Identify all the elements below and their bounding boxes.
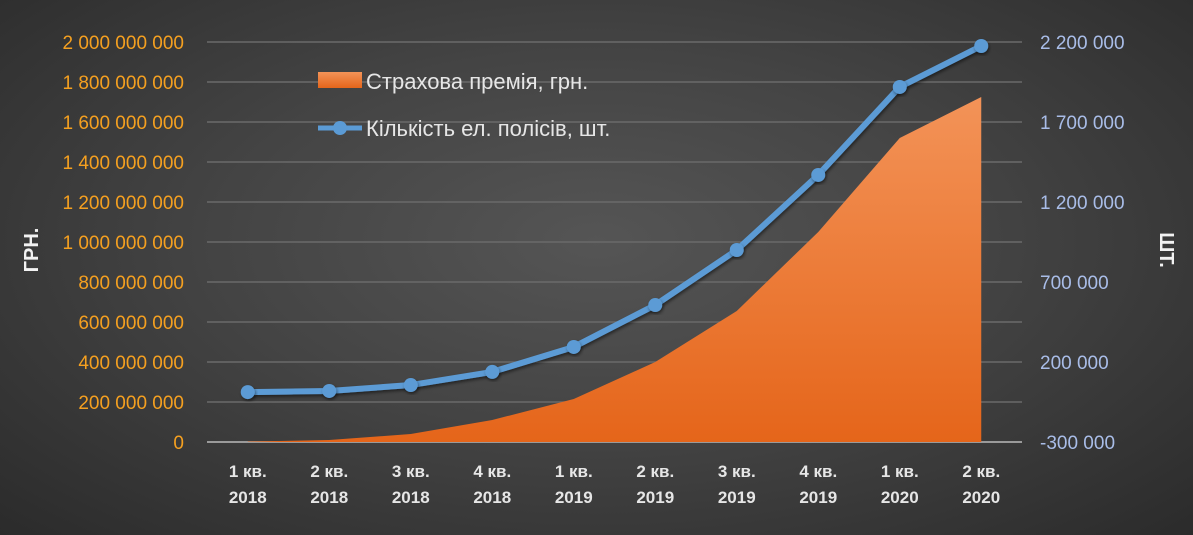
x-tick-label: 1 кв. 2020 — [881, 462, 919, 507]
line-point — [729, 243, 744, 257]
left-tick-label: 2 000 000 000 — [62, 33, 184, 54]
x-tick-label: 4 кв. 2018 — [473, 462, 511, 507]
legend-line-marker — [333, 121, 347, 135]
line-point — [892, 79, 907, 94]
right-tick-label: -300 000 — [1040, 433, 1115, 454]
line-point — [811, 167, 826, 182]
line-point — [240, 385, 255, 400]
right-axis-ticks: -300 000 200 000 700 000 1 200 000 1 700 000… — [1040, 33, 1125, 454]
legend-area-label: Страхова премія, грн. — [366, 69, 588, 94]
left-axis-ticks: 0 200 000 000 400 000 000 600 000 000 800 00… — [62, 33, 184, 454]
area-series — [247, 97, 982, 442]
left-tick-label: 1 200 000 000 — [62, 193, 184, 214]
line-point — [974, 39, 989, 53]
line-point — [322, 383, 337, 398]
line-point — [566, 339, 581, 354]
right-tick-label: 200 000 — [1040, 353, 1109, 374]
area-premium — [247, 97, 982, 442]
line-point — [485, 364, 500, 379]
x-tick-label: 3 кв. 2019 — [718, 462, 756, 507]
x-tick-label: 1 кв. 2018 — [229, 462, 267, 507]
line-policies — [247, 43, 983, 396]
line-point — [648, 298, 663, 313]
line-point — [403, 378, 418, 393]
left-tick-label: 400 000 000 — [78, 353, 184, 374]
x-tick-label: 2 кв. 2018 — [310, 462, 348, 507]
x-tick-label: 2 кв. 2019 — [636, 462, 674, 507]
legend-line-label: Кількість ел. полісів, шт. — [366, 116, 610, 141]
x-tick-label: 3 кв. 2018 — [392, 462, 430, 507]
left-tick-label: 1 800 000 000 — [62, 73, 184, 94]
left-tick-label: 1 600 000 000 — [62, 113, 184, 134]
x-tick-label: 1 кв. 2019 — [555, 462, 593, 507]
left-tick-label: 200 000 000 — [78, 393, 184, 414]
x-axis-ticks: 1 кв. 2018 2 кв. 2018 3 кв. 2018 4 кв. 2018 1 кв… — [229, 462, 1000, 507]
right-axis-title: ШТ. — [1155, 232, 1177, 268]
right-tick-label: 700 000 — [1040, 273, 1109, 294]
left-tick-label: 0 — [173, 433, 184, 454]
legend: Страхова премія, грн. Кількість ел. полі… — [318, 69, 610, 141]
right-tick-label: 1 700 000 — [1040, 113, 1125, 134]
left-tick-label: 800 000 000 — [78, 273, 184, 294]
x-tick-label: 4 кв. 2019 — [799, 462, 837, 507]
left-tick-label: 1 000 000 000 — [62, 233, 184, 254]
right-tick-label: 2 200 000 — [1040, 33, 1125, 54]
right-tick-label: 1 200 000 — [1040, 193, 1125, 214]
left-tick-label: 600 000 000 — [78, 313, 184, 334]
left-axis-title: ГРН. — [21, 228, 43, 273]
legend-area-swatch — [318, 72, 362, 88]
gridlines — [207, 41, 1022, 443]
x-tick-label: 2 кв. 2020 — [962, 462, 1000, 507]
left-tick-label: 1 400 000 000 — [62, 153, 184, 174]
line-series — [240, 39, 989, 400]
